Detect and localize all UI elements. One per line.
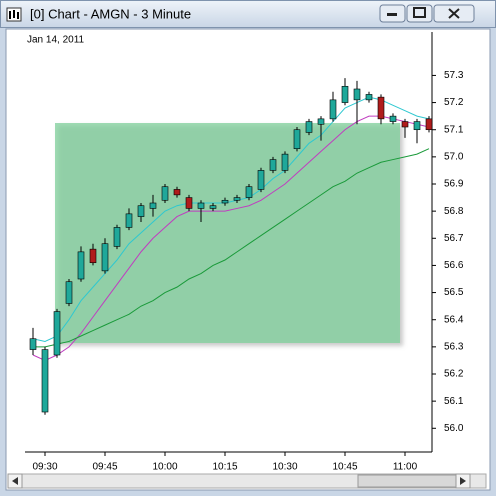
y-tick-label: 56.2	[444, 369, 464, 380]
moving-average	[32, 96, 430, 342]
x-tick-label: 10:15	[212, 462, 237, 473]
app-icon	[6, 7, 22, 22]
candle-body	[329, 99, 337, 120]
y-tick-label: 57.3	[444, 70, 464, 81]
y-tick-label: 57.0	[444, 151, 464, 162]
candle-body	[305, 121, 313, 133]
x-tick-label: 10:30	[272, 462, 297, 473]
candle-body	[41, 349, 49, 413]
window-title: [0] Chart - AMGN - 3 Minute	[30, 6, 191, 21]
y-tick-label: 56.7	[444, 233, 464, 244]
candle-body	[365, 94, 373, 101]
candle-body	[353, 88, 361, 101]
candle-body	[341, 85, 349, 103]
y-tick-label: 57.1	[444, 124, 464, 135]
candle-body	[317, 118, 325, 125]
candle-body	[233, 197, 241, 201]
candle-body	[209, 205, 217, 209]
candle-body	[101, 243, 109, 272]
plot: 56.0 56.1 56.2 56.3 56.4 56.5 56.6 56.7 56.8 56.9…	[29, 70, 464, 473]
candle-body	[137, 205, 145, 217]
moving-average	[33, 148, 430, 348]
candle-body	[389, 115, 397, 122]
x-tick-label: 09:45	[92, 462, 117, 473]
candle-body	[149, 202, 157, 209]
candle-body	[245, 186, 253, 198]
maximize-button[interactable]	[406, 4, 433, 23]
x-tick-label: 10:00	[152, 462, 177, 473]
minimize-button[interactable]	[379, 4, 406, 23]
x-tick-label: 10:45	[332, 462, 357, 473]
candle-body	[113, 227, 121, 247]
candle-body	[377, 96, 385, 120]
candle-body	[281, 153, 289, 171]
highlight-region	[55, 123, 400, 343]
candle-body	[29, 338, 37, 350]
y-tick-label: 56.4	[444, 314, 464, 325]
candle-body	[293, 129, 301, 150]
y-tick-label: 56.0	[444, 423, 464, 434]
candle-body	[185, 197, 193, 209]
candle-body	[401, 121, 409, 128]
y-tick-label: 56.3	[444, 341, 464, 352]
candle-body	[221, 199, 229, 204]
x-tick-label: 11:00	[393, 462, 418, 473]
candle-body	[197, 202, 205, 209]
candle-body	[425, 118, 433, 131]
y-tick-label: 57.2	[444, 97, 464, 108]
candle-body	[257, 170, 265, 190]
close-button[interactable]	[433, 4, 475, 23]
moving-average	[32, 115, 430, 361]
candle-body	[161, 186, 169, 201]
y-tick-label: 56.9	[444, 179, 464, 190]
candle-body	[269, 159, 277, 171]
candle-body	[53, 311, 61, 356]
candle-body	[65, 281, 73, 304]
candle-body	[89, 248, 97, 264]
scrollbar[interactable]	[7, 473, 487, 489]
x-tick-label: 09:30	[32, 462, 57, 473]
y-tick-label: 56.8	[444, 206, 464, 217]
y-tick-label: 56.5	[444, 287, 464, 298]
candle-body	[173, 189, 181, 196]
y-tick-label: 56.6	[444, 260, 464, 271]
y-tick-label: 56.1	[444, 396, 464, 407]
date-label: Jan 14, 2011	[27, 35, 85, 46]
candle-body	[77, 251, 85, 280]
candle-body	[413, 121, 421, 131]
candle-body	[125, 213, 133, 228]
